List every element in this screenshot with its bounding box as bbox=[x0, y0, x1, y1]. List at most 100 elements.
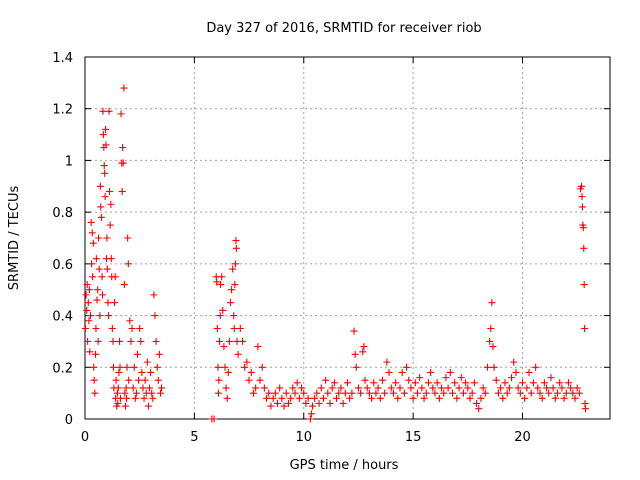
data-point bbox=[573, 384, 581, 392]
data-point bbox=[147, 368, 155, 376]
data-point bbox=[263, 394, 271, 402]
data-point bbox=[117, 110, 125, 118]
data-point bbox=[558, 384, 566, 392]
data-point bbox=[295, 394, 303, 402]
x-tick-label: 10 bbox=[295, 430, 312, 445]
data-point bbox=[512, 368, 520, 376]
data-point bbox=[394, 394, 402, 402]
data-point bbox=[293, 379, 301, 387]
data-point bbox=[346, 394, 354, 402]
data-point bbox=[306, 415, 314, 423]
chart-title: Day 327 of 2016, SRMTID for receiver rio… bbox=[206, 21, 481, 36]
data-point bbox=[84, 299, 92, 307]
data-point bbox=[411, 379, 419, 387]
data-point bbox=[101, 169, 109, 177]
data-points bbox=[81, 84, 589, 423]
data-point bbox=[304, 394, 312, 402]
data-point bbox=[488, 299, 496, 307]
data-point bbox=[521, 394, 529, 402]
data-point bbox=[108, 325, 116, 332]
data-point bbox=[92, 255, 100, 263]
data-point bbox=[230, 325, 238, 332]
data-point bbox=[337, 384, 345, 392]
data-point bbox=[124, 234, 132, 242]
data-point bbox=[280, 402, 288, 410]
data-point bbox=[86, 312, 94, 320]
data-point bbox=[298, 384, 306, 392]
data-point bbox=[91, 389, 99, 397]
data-point bbox=[335, 389, 343, 397]
data-point bbox=[129, 384, 137, 392]
data-point bbox=[249, 389, 257, 397]
y-tick-label: 1 bbox=[65, 154, 73, 169]
data-point bbox=[540, 379, 548, 387]
data-point bbox=[98, 273, 106, 281]
data-point bbox=[241, 363, 249, 371]
data-point bbox=[578, 203, 586, 211]
data-point bbox=[221, 363, 229, 371]
data-point bbox=[228, 286, 236, 294]
data-point bbox=[567, 384, 575, 392]
data-point bbox=[143, 358, 151, 366]
data-point bbox=[93, 296, 101, 304]
data-point bbox=[508, 374, 516, 382]
data-point bbox=[260, 384, 268, 392]
data-point bbox=[510, 358, 518, 366]
data-point bbox=[119, 144, 127, 151]
data-point bbox=[232, 237, 240, 245]
data-point bbox=[106, 221, 114, 229]
data-point bbox=[97, 203, 105, 211]
data-point bbox=[497, 384, 505, 392]
data-point bbox=[545, 389, 553, 397]
data-point bbox=[554, 389, 561, 397]
data-point bbox=[224, 368, 232, 376]
data-point bbox=[267, 402, 275, 410]
data-point bbox=[446, 368, 454, 376]
y-tick-label: 0 bbox=[65, 413, 73, 428]
data-point bbox=[422, 389, 430, 397]
data-point bbox=[291, 389, 299, 397]
y-tick-label: 1.2 bbox=[52, 103, 73, 118]
data-point bbox=[494, 389, 502, 397]
data-point bbox=[104, 299, 112, 307]
data-point bbox=[132, 389, 140, 397]
data-point bbox=[155, 350, 163, 358]
data-point bbox=[372, 389, 380, 397]
data-point bbox=[387, 384, 395, 392]
data-point bbox=[86, 348, 94, 356]
data-point bbox=[134, 350, 141, 358]
data-point bbox=[368, 394, 376, 402]
data-point bbox=[451, 379, 459, 387]
data-point bbox=[278, 394, 286, 402]
x-axis-label: GPS time / hours bbox=[290, 458, 399, 473]
data-point bbox=[440, 389, 448, 397]
data-point bbox=[99, 291, 106, 299]
data-point bbox=[126, 317, 134, 325]
data-point bbox=[370, 379, 378, 387]
data-point bbox=[116, 363, 124, 371]
data-point bbox=[247, 368, 255, 376]
data-point bbox=[427, 368, 435, 376]
data-point bbox=[106, 187, 113, 195]
data-point bbox=[360, 343, 368, 351]
data-point bbox=[532, 363, 540, 371]
data-point bbox=[229, 265, 237, 273]
data-point bbox=[107, 255, 115, 263]
data-point bbox=[326, 399, 334, 407]
data-point bbox=[239, 337, 246, 345]
data-point bbox=[365, 389, 373, 397]
data-point bbox=[499, 394, 507, 402]
data-point bbox=[317, 384, 325, 392]
data-point bbox=[231, 281, 239, 289]
data-point bbox=[457, 374, 465, 382]
data-point bbox=[449, 389, 456, 397]
data-point bbox=[514, 384, 522, 392]
data-point bbox=[489, 343, 497, 351]
data-point bbox=[414, 389, 421, 397]
data-point bbox=[477, 394, 485, 402]
data-point bbox=[357, 389, 365, 397]
data-point bbox=[109, 363, 117, 371]
data-point bbox=[216, 337, 224, 345]
data-point bbox=[158, 384, 166, 392]
data-point bbox=[116, 337, 124, 345]
